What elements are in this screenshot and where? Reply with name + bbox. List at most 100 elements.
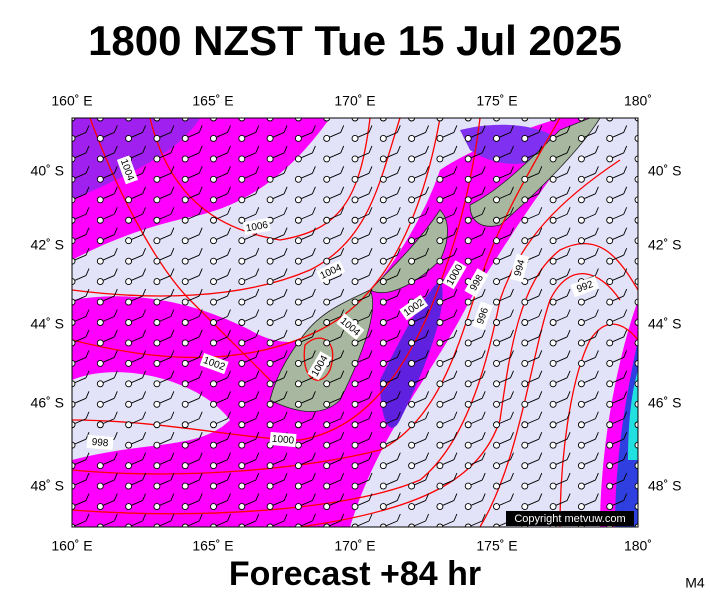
station	[521, 380, 529, 388]
isobar-label-box	[307, 351, 332, 381]
wind-barb-flag	[566, 207, 571, 215]
wind-barb-flag	[368, 493, 373, 501]
station	[351, 175, 359, 183]
station	[294, 400, 302, 408]
wind-barb-flag	[311, 309, 316, 317]
station	[181, 339, 189, 347]
wind-barb-flag	[538, 207, 543, 215]
wind-barb-flag	[283, 370, 288, 379]
isobar-label-box	[116, 155, 139, 185]
wind-barb-flag	[198, 452, 203, 460]
station	[210, 462, 217, 470]
station	[577, 319, 585, 326]
station	[351, 462, 359, 470]
wind-barb-flag	[368, 452, 373, 460]
station	[210, 196, 217, 204]
wind-barb-flag	[340, 247, 345, 256]
station	[210, 482, 217, 490]
station	[634, 118, 638, 122]
station	[577, 441, 585, 449]
station	[96, 462, 104, 470]
wind-barb-flag	[566, 288, 571, 297]
station	[351, 441, 359, 449]
station	[266, 400, 274, 408]
station	[181, 237, 189, 245]
station	[153, 400, 161, 408]
isobar-label-box	[269, 431, 297, 448]
station	[153, 257, 161, 265]
station	[577, 118, 585, 122]
lon-label: 175˚ E	[476, 538, 517, 554]
station	[266, 196, 274, 204]
station	[294, 216, 302, 224]
wind-barb-flag	[538, 145, 543, 154]
station	[181, 319, 189, 326]
station	[72, 298, 76, 306]
wind-barb-flag	[594, 370, 599, 379]
wind-barb-flag	[85, 227, 90, 235]
wind-barb-flag	[283, 452, 288, 460]
station	[493, 216, 500, 224]
wind-barb	[637, 506, 638, 507]
wind-barb-flag	[227, 268, 231, 276]
wind-barb-flag	[113, 227, 118, 235]
station	[351, 196, 359, 204]
wind-barb-flag	[652, 432, 655, 439]
wind-barb-flag	[340, 309, 345, 317]
station	[96, 298, 104, 306]
precip-extreme	[628, 370, 638, 460]
isobar-label-box	[442, 260, 467, 290]
station	[72, 421, 76, 429]
wind-barb-flag	[396, 452, 401, 460]
wind-barb-flag	[368, 329, 373, 338]
wind-barb-flag	[396, 493, 401, 501]
wind-barb-flag	[481, 472, 486, 481]
station	[266, 257, 274, 265]
wind-barb-flag	[340, 472, 345, 481]
wind-barb-flag	[113, 391, 118, 399]
wind-barb-flag	[283, 391, 288, 399]
station	[323, 298, 331, 306]
wind-barb-flag	[143, 105, 146, 112]
wind-barb-flag	[566, 268, 571, 276]
station	[294, 134, 302, 142]
wind-barb-flag	[227, 432, 231, 440]
isobar-label: 1000	[271, 434, 295, 447]
station	[577, 380, 585, 388]
station	[238, 482, 246, 490]
isobar-label-box	[399, 294, 429, 321]
wind-barb-flag	[652, 371, 655, 378]
station	[521, 462, 529, 470]
wind-barb-flag	[170, 268, 175, 276]
station	[464, 216, 472, 224]
station	[436, 298, 444, 306]
wind-barb-flag	[425, 125, 430, 133]
wind-barb-flag	[142, 207, 147, 215]
station	[634, 237, 638, 245]
station	[606, 216, 614, 224]
wind-barb-flag	[227, 329, 231, 338]
station	[294, 319, 302, 326]
wind-barb	[638, 112, 652, 118]
station	[96, 400, 104, 408]
wind-barb-flag	[538, 247, 543, 256]
wind-barb-flag	[170, 288, 175, 297]
station	[379, 482, 387, 490]
station	[521, 155, 529, 163]
wind-barb-flag	[227, 411, 231, 419]
station	[436, 134, 444, 142]
station	[96, 134, 104, 142]
wind-barb-flag	[255, 166, 260, 174]
station	[238, 462, 246, 470]
wind-barb-flag	[425, 166, 430, 174]
station	[464, 257, 472, 265]
station	[238, 134, 246, 142]
wind-barb-flag	[85, 391, 90, 399]
station	[464, 421, 472, 429]
wind-barb-flag	[396, 145, 401, 154]
lat-label: 40˚ S	[648, 163, 681, 179]
lat-label: 48˚ S	[648, 478, 681, 494]
isobar	[89, 118, 271, 381]
station	[323, 482, 331, 490]
